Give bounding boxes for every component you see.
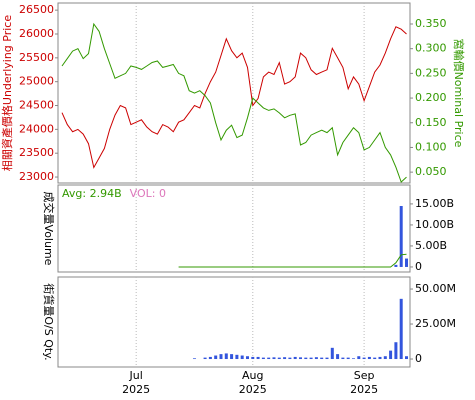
bar xyxy=(320,357,324,360)
bar xyxy=(405,258,409,267)
bar xyxy=(214,355,218,360)
y2-axis-title: 窩輪價Nominal Price xyxy=(452,39,466,148)
bar xyxy=(267,357,271,360)
series-group xyxy=(178,206,409,268)
y-tick-label: 25000 xyxy=(19,75,54,88)
bar xyxy=(399,298,403,360)
line xyxy=(61,22,407,183)
y2-tick-label: 0.100 xyxy=(415,140,447,153)
y2-tick-label: 0.300 xyxy=(415,42,447,55)
y-tick-label: 26000 xyxy=(19,27,54,40)
y-axis-title: 相關資產價格Underlying Price xyxy=(0,15,14,171)
y2-tick-label: 0.250 xyxy=(415,66,447,79)
bar xyxy=(272,357,276,360)
bar xyxy=(304,357,308,360)
bar xyxy=(235,354,239,360)
y-tick-label: 50.00M xyxy=(415,282,456,295)
bar xyxy=(283,357,287,360)
y-tick-label: 25.00M xyxy=(415,317,456,330)
series-group xyxy=(192,298,409,360)
bar xyxy=(378,356,382,360)
x-tick-label: Aug 2025 xyxy=(238,369,267,396)
line xyxy=(61,26,407,169)
annotation: VOL: 0 xyxy=(130,187,166,200)
y2-tick-label: 0.050 xyxy=(415,165,447,178)
y2-tick-label: 0.350 xyxy=(415,17,447,30)
bar xyxy=(357,356,361,360)
bar xyxy=(288,357,292,360)
y-tick-label: 5.00B xyxy=(415,239,447,252)
bar xyxy=(367,356,371,360)
y-tick-label: 0 xyxy=(415,352,422,365)
y-tick-label: 25500 xyxy=(19,51,54,64)
annotation: Avg: 2.94B xyxy=(62,187,122,200)
bar xyxy=(224,353,228,360)
bar xyxy=(208,356,212,360)
bar xyxy=(277,357,281,360)
bar xyxy=(219,354,223,360)
plot-area xyxy=(57,2,411,184)
y-axis-title: 街貨量O/S Qty. xyxy=(42,283,56,360)
bar xyxy=(330,347,334,360)
bar xyxy=(325,357,329,360)
y-tick-label: 24500 xyxy=(19,99,54,112)
bar xyxy=(394,342,398,360)
y-tick-label: 23000 xyxy=(19,170,54,183)
y-tick-label: 10.00B xyxy=(415,218,454,231)
y-axis-title: 成交量Volume xyxy=(42,192,56,266)
bar xyxy=(336,354,340,360)
line xyxy=(178,253,407,268)
plot-area xyxy=(57,276,411,368)
bar xyxy=(245,356,249,360)
bar xyxy=(405,356,409,360)
y-tick-label: 15.00B xyxy=(415,197,454,210)
bar xyxy=(309,357,313,360)
bar xyxy=(399,206,403,267)
bar xyxy=(256,356,260,360)
bar xyxy=(203,357,207,360)
x-tick-label: Jul 2025 xyxy=(122,369,151,396)
y-tick-label: 23500 xyxy=(19,146,54,159)
bar xyxy=(373,357,377,360)
bar xyxy=(261,357,265,360)
bar xyxy=(346,357,350,360)
bar xyxy=(192,358,196,360)
bar xyxy=(298,357,302,360)
plot-area xyxy=(57,184,411,273)
y-tick-label: 26500 xyxy=(19,3,54,16)
x-tick-label: Sep 2025 xyxy=(350,369,379,396)
bar xyxy=(351,358,355,360)
series-group xyxy=(61,22,407,183)
bar xyxy=(341,357,345,360)
bar xyxy=(251,356,255,360)
bar xyxy=(362,357,366,360)
bar xyxy=(394,264,398,267)
bar xyxy=(383,356,387,360)
y2-tick-label: 0.200 xyxy=(415,91,447,104)
y-tick-label: 0 xyxy=(415,260,422,273)
bar xyxy=(293,356,297,360)
bar xyxy=(240,355,244,360)
y-tick-label: 24000 xyxy=(19,122,54,135)
bar xyxy=(314,357,318,360)
y2-tick-label: 0.150 xyxy=(415,116,447,129)
bar xyxy=(389,350,393,360)
bar xyxy=(230,354,234,360)
